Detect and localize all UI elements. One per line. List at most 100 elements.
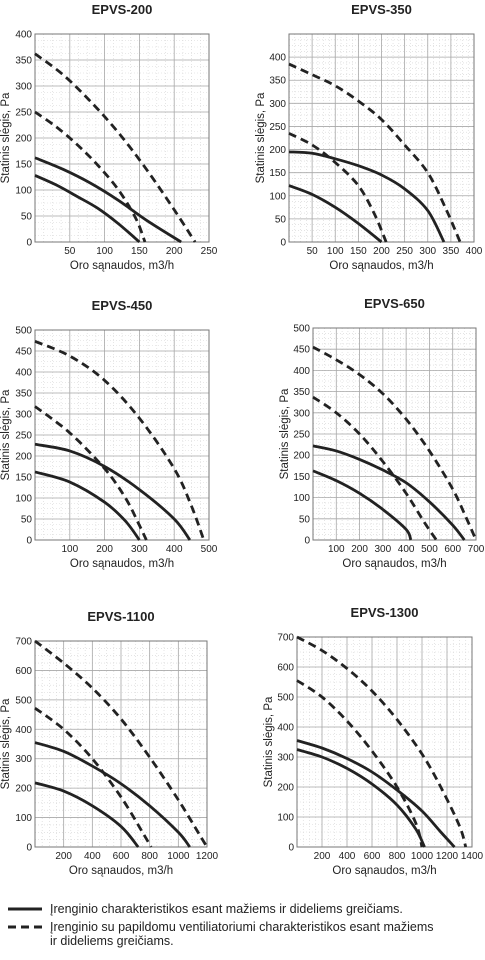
solid-line-icon bbox=[8, 907, 42, 911]
x-axis-label: Oro sąnaudos, m3/h bbox=[329, 260, 433, 272]
x-tick-label: 350 bbox=[443, 246, 460, 257]
x-tick-label: 200 bbox=[166, 246, 183, 257]
dashed-curve-3 bbox=[34, 706, 153, 848]
y-axis-label: Statinis slėgis, Pa bbox=[0, 698, 12, 789]
x-tick-label: 300 bbox=[131, 544, 148, 555]
x-tick-label: 400 bbox=[166, 544, 183, 555]
y-tick-label: 200 bbox=[15, 134, 32, 145]
y-tick-label: 500 bbox=[277, 693, 294, 704]
y-tick-label: 300 bbox=[269, 99, 286, 110]
y-tick-label: 350 bbox=[15, 56, 32, 67]
y-tick-label: 300 bbox=[15, 754, 32, 765]
x-tick-label: 250 bbox=[201, 246, 218, 257]
x-tick-label: 100 bbox=[96, 246, 113, 257]
x-tick-label: 400 bbox=[398, 544, 415, 555]
x-tick-label: 500 bbox=[421, 544, 438, 555]
y-tick-label: 250 bbox=[15, 108, 32, 119]
chart-epvs-200: 50 100 150 200 250 0 50 100 150 200 250 300 350 400 EP… bbox=[0, 2, 218, 272]
y-tick-label: 300 bbox=[15, 410, 32, 421]
y-tick-label: 100 bbox=[15, 813, 32, 824]
dashed-line-icon bbox=[8, 925, 42, 929]
x-tick-label: 100 bbox=[61, 544, 78, 555]
y-tick-label: 700 bbox=[277, 633, 294, 644]
legend: Įrenginio charakteristikos esant mažiems… bbox=[8, 902, 480, 952]
x-axis-label: Oro sąnaudos, m3/h bbox=[70, 260, 174, 272]
legend-item-solid: Įrenginio charakteristikos esant mažiems… bbox=[8, 902, 480, 916]
plot-frame bbox=[34, 329, 210, 541]
plot-frame bbox=[34, 33, 210, 243]
dashed-curve-4 bbox=[34, 639, 209, 848]
y-axis-label: Statinis slėgis, Pa bbox=[255, 92, 267, 183]
x-tick-label: 250 bbox=[396, 246, 413, 257]
x-tick-label: 200 bbox=[373, 246, 390, 257]
chart-title: EPVS-650 bbox=[364, 296, 425, 311]
x-tick-label: 200 bbox=[96, 544, 113, 555]
solid-curve-2 bbox=[34, 442, 192, 541]
x-tick-label: 50 bbox=[307, 246, 319, 257]
solid-curve-1 bbox=[34, 174, 141, 244]
y-tick-label: 250 bbox=[293, 430, 310, 441]
y-tick-label: 500 bbox=[293, 324, 310, 335]
solid-curve-2 bbox=[296, 739, 456, 848]
y-tick-label: 400 bbox=[15, 725, 32, 736]
x-axis-label: Oro sąnaudos, m3/h bbox=[70, 558, 174, 570]
y-tick-label: 0 bbox=[304, 536, 310, 547]
y-tick-label: 50 bbox=[21, 515, 33, 526]
y-tick-label: 350 bbox=[15, 389, 32, 400]
y-tick-label: 200 bbox=[293, 451, 310, 462]
y-tick-label: 400 bbox=[15, 30, 32, 41]
x-tick-label: 50 bbox=[64, 246, 76, 257]
dashed-curve-3 bbox=[288, 132, 388, 243]
dashed-curve-3 bbox=[312, 395, 438, 541]
y-axis-label: Statinis slėgis, Pa bbox=[0, 389, 12, 480]
dashed-curve-4 bbox=[312, 345, 478, 541]
y-tick-label: 100 bbox=[15, 186, 32, 197]
plot-frame bbox=[296, 636, 473, 848]
y-tick-label: 300 bbox=[15, 82, 32, 93]
chart-title: EPVS-450 bbox=[92, 298, 153, 313]
y-axis-label: Statinis slėgis, Pa bbox=[263, 696, 275, 787]
charts-canvas: 50 100 150 200 250 0 50 100 150 200 250 300 350 400 EP… bbox=[0, 2, 485, 877]
x-tick-label: 400 bbox=[339, 851, 356, 862]
y-tick-label: 250 bbox=[269, 122, 286, 133]
y-tick-label: 200 bbox=[15, 452, 32, 463]
chart-epvs-450: 100 200 300 400 500 0 50 100 150 200 250 300 350 400 4… bbox=[0, 298, 218, 570]
chart-title: EPVS-1100 bbox=[87, 609, 154, 624]
x-tick-label: 800 bbox=[389, 851, 406, 862]
y-tick-label: 50 bbox=[275, 214, 287, 225]
y-tick-label: 200 bbox=[15, 784, 32, 795]
y-tick-label: 0 bbox=[280, 238, 286, 249]
x-tick-label: 600 bbox=[113, 851, 130, 862]
dashed-curve-4 bbox=[288, 62, 462, 243]
chart-epvs-350: 50 100 150 200 250 300 350 400 0 50 100 150 200 250 30… bbox=[255, 2, 483, 272]
x-tick-label: 300 bbox=[375, 544, 392, 555]
y-tick-label: 400 bbox=[269, 53, 286, 64]
y-tick-label: 500 bbox=[15, 326, 32, 337]
dashed-curve-4 bbox=[296, 635, 468, 848]
solid-curve-1 bbox=[34, 781, 140, 848]
chart-epvs-650: 100 200 300 400 500 600 700 0 50 100 150 200 250 300 3… bbox=[279, 296, 485, 570]
x-tick-label: 600 bbox=[364, 851, 381, 862]
y-axis-label: Statinis slėgis, Pa bbox=[0, 92, 12, 183]
y-tick-label: 400 bbox=[15, 368, 32, 379]
x-tick-label: 200 bbox=[351, 544, 368, 555]
y-axis-label: Statinis slėgis, Pa bbox=[279, 388, 291, 479]
x-tick-label: 700 bbox=[468, 544, 485, 555]
legend-dashed-label-line1: Įrenginio su papildomu ventiliatoriumi c… bbox=[50, 920, 434, 934]
dashed-curve-4 bbox=[34, 340, 206, 541]
chart-epvs-1300: 200 400 600 800 1000 1200 1400 0 100 200 300 400 500… bbox=[263, 605, 484, 877]
solid-curve-2 bbox=[288, 150, 446, 243]
plot-frame bbox=[34, 640, 208, 848]
y-tick-label: 250 bbox=[15, 431, 32, 442]
solid-curve-2 bbox=[312, 444, 466, 541]
x-tick-label: 150 bbox=[350, 246, 367, 257]
y-tick-label: 300 bbox=[277, 753, 294, 764]
y-tick-label: 150 bbox=[293, 472, 310, 483]
y-tick-label: 150 bbox=[15, 473, 32, 484]
y-tick-label: 350 bbox=[269, 76, 286, 87]
y-tick-label: 600 bbox=[15, 666, 32, 677]
x-tick-label: 400 bbox=[466, 246, 483, 257]
x-tick-label: 200 bbox=[55, 851, 72, 862]
y-tick-label: 400 bbox=[277, 723, 294, 734]
x-tick-label: 800 bbox=[141, 851, 158, 862]
